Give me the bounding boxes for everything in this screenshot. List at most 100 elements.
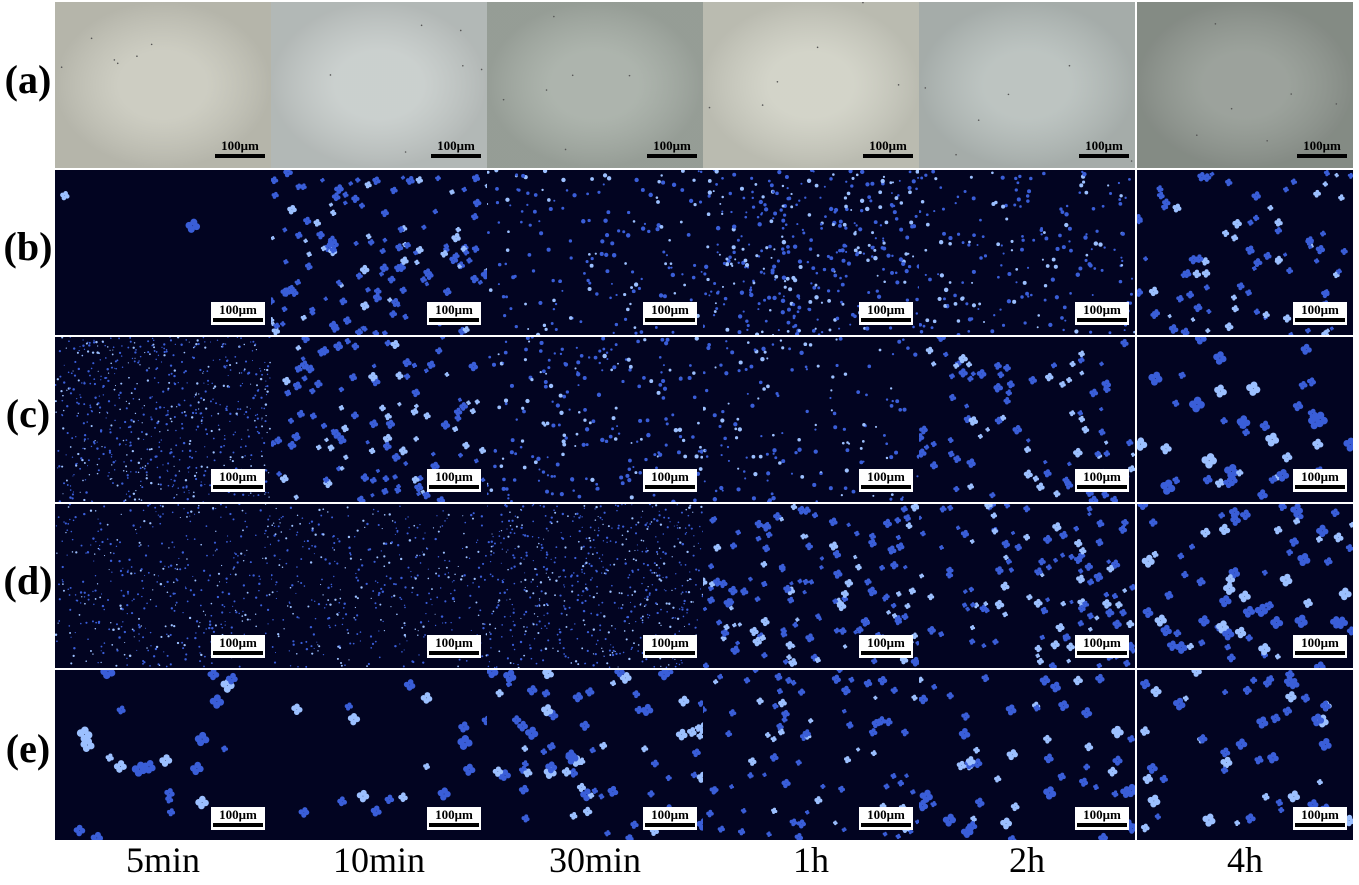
crystal-particle (179, 516, 181, 519)
scale-bar: 100μm (859, 302, 913, 325)
crystal-particle (441, 525, 444, 527)
crystal-particle (229, 540, 232, 542)
crystal-particle (307, 605, 310, 608)
crystal-particle (531, 455, 535, 459)
crystal-particle (138, 640, 140, 642)
crystal-lobe (406, 242, 410, 246)
crystal-particle (646, 563, 650, 567)
crystal-particle (636, 339, 640, 344)
crystal-lobe (332, 246, 336, 250)
crystal-particle (706, 345, 711, 351)
crystal-particle (946, 303, 950, 307)
crystal-particle (86, 465, 89, 467)
crystal-particle (908, 170, 912, 174)
crystal-lobe (1316, 411, 1325, 420)
crystal-particle (394, 521, 397, 524)
crystal-particle (996, 242, 1001, 247)
crystal-lobe (979, 369, 985, 374)
crystal-particle (472, 512, 475, 515)
crystal-particle (813, 449, 818, 454)
crystal-particle (447, 572, 450, 574)
crystal-particle (781, 226, 785, 230)
crystal-particle (427, 620, 430, 622)
crystal-particle (772, 448, 777, 453)
crystal-particle (125, 439, 128, 441)
crystal-particle (829, 177, 833, 181)
crystal-particle (280, 517, 283, 519)
crystal-lobe (401, 286, 406, 291)
crystal-particle (494, 170, 499, 173)
crystal-particle (603, 615, 606, 618)
crystal-particle (640, 187, 645, 192)
crystal-particle (355, 572, 357, 575)
crystal-particle (177, 487, 179, 489)
crystal-particle (901, 261, 906, 267)
crystal-particle (833, 273, 838, 278)
crystal-particle (737, 369, 741, 373)
crystal-particle (403, 604, 406, 606)
crystal-particle (258, 575, 261, 578)
crystal-particle (841, 258, 846, 263)
crystal-particle (699, 445, 702, 449)
crystal-lobe (353, 411, 358, 416)
crystal-particle (265, 414, 267, 417)
crystal-particle (979, 218, 982, 222)
crystal-particle (233, 493, 236, 496)
crystal-particle (907, 264, 912, 269)
crystal-particle (220, 516, 222, 518)
crystal-particle (292, 612, 294, 615)
crystal-lobe (1199, 172, 1205, 177)
crystal-particle (155, 645, 159, 649)
row-label: (c) (5, 391, 51, 436)
scale-bar-line (645, 485, 695, 489)
crystal-particle (845, 207, 849, 212)
crystal-particle (171, 485, 174, 488)
crystal-particle (468, 557, 471, 560)
crystal-particle (628, 657, 631, 661)
crystal-particle (1062, 305, 1067, 310)
crystal-particle (577, 410, 581, 414)
micrograph-panel: 100μm (271, 2, 487, 168)
crystal-particle (539, 231, 544, 236)
crystal-particle (197, 342, 200, 346)
crystal-particle (891, 399, 894, 403)
crystal-lobe (405, 358, 410, 363)
crystal-particle (835, 251, 839, 254)
crystal-particle (416, 593, 419, 597)
crystal-particle (513, 582, 516, 585)
crystal-particle (418, 654, 420, 656)
crystal-particle (162, 513, 164, 515)
crystal-particle (746, 328, 749, 331)
crystal-lobe (1229, 464, 1237, 472)
crystal-particle (781, 275, 787, 280)
crystal-particle (641, 615, 644, 618)
crystal-lobe (1269, 432, 1277, 440)
crystal-particle (221, 603, 224, 607)
crystal-particle (187, 538, 189, 541)
crystal-lobe (363, 301, 368, 306)
crystal-particle (590, 477, 595, 482)
crystal-particle (108, 569, 110, 571)
crystal-particle (257, 494, 260, 497)
crystal-lobe (413, 362, 417, 366)
crystal-particle (622, 230, 626, 234)
crystal-particle (90, 650, 92, 652)
crystal-particle (602, 650, 604, 653)
crystal-lobe (475, 458, 478, 461)
crystal-particle (884, 220, 889, 225)
crystal-lobe (1185, 269, 1191, 274)
crystal-lobe (345, 341, 350, 345)
crystal-particle (920, 199, 925, 204)
crystal-lobe (957, 360, 961, 364)
crystal-particle (568, 316, 573, 320)
crystal-particle (1081, 170, 1084, 174)
crystal-particle (192, 593, 196, 597)
crystal-particle (129, 340, 132, 343)
crystal-particle (858, 250, 862, 255)
crystal-particle (758, 380, 763, 385)
crystal-particle (202, 337, 205, 339)
crystal-particle (261, 437, 263, 439)
crystal-lobe (322, 422, 326, 426)
crystal-particle (525, 337, 530, 340)
crystal-particle (388, 513, 391, 516)
